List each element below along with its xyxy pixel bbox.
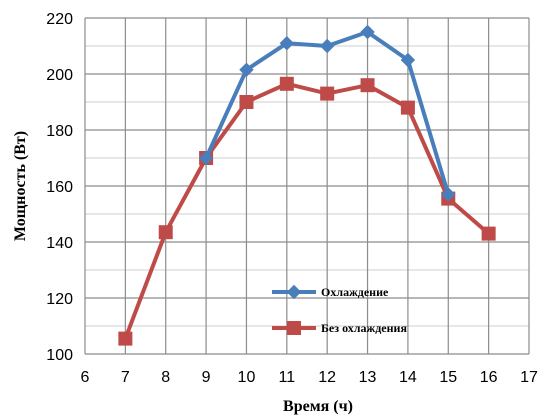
y-tick-label: 140: [46, 235, 73, 252]
x-tick-label: 10: [238, 369, 256, 386]
series-1: [198, 24, 456, 202]
x-tick-label: 13: [359, 369, 377, 386]
y-tick-label: 100: [46, 347, 73, 364]
legend-marker: [286, 284, 302, 300]
series-layer: [118, 24, 496, 346]
y-tick-label: 200: [46, 67, 73, 84]
x-tick-label: 9: [202, 369, 211, 386]
x-tick-label: 17: [520, 369, 538, 386]
data-point: [319, 38, 335, 54]
x-tick-label: 14: [399, 369, 417, 386]
data-point: [198, 150, 214, 166]
legend-label: Без охлаждения: [321, 321, 407, 335]
x-axis-title: Время (ч): [283, 398, 353, 415]
grid: [84, 17, 530, 355]
data-point: [400, 100, 415, 115]
y-tick-label: 180: [46, 123, 73, 140]
legend-label: Охлаждение: [321, 285, 389, 299]
series-2: [118, 76, 496, 346]
x-tick-label: 11: [279, 369, 296, 386]
y-tick-label: 120: [46, 291, 73, 308]
x-axis-ticks: 6 7 8 9 10 11 12 13 14 15 16 17: [81, 369, 538, 386]
legend: Охлаждение Без охлаждения: [272, 284, 407, 335]
x-tick-label: 12: [318, 369, 336, 386]
data-point: [239, 62, 254, 78]
data-point: [481, 226, 496, 241]
data-point: [158, 225, 173, 240]
y-axis-ticks: 100 120 140 160 180 200 220: [46, 11, 73, 364]
legend-item-1: Охлаждение: [272, 284, 389, 300]
x-tick-label: 16: [480, 369, 498, 386]
y-tick-label: 160: [46, 179, 73, 196]
data-point: [360, 78, 375, 93]
legend-item-2: Без охлаждения: [272, 321, 407, 335]
data-point: [360, 24, 375, 40]
data-point: [118, 331, 133, 346]
data-point: [239, 95, 254, 109]
series-line: [123, 81, 490, 340]
x-tick-label: 8: [161, 369, 170, 386]
data-point: [441, 187, 456, 202]
legend-marker: [287, 321, 301, 335]
y-axis-title: Мощность (Вт): [12, 131, 29, 241]
x-tick-label: 6: [81, 369, 90, 386]
y-tick-label: 220: [46, 11, 73, 28]
data-point: [320, 86, 335, 101]
data-point: [279, 76, 294, 91]
x-tick-label: 7: [121, 369, 130, 386]
data-point: [279, 35, 295, 51]
x-tick-label: 15: [439, 369, 457, 386]
data-point: [400, 52, 416, 68]
